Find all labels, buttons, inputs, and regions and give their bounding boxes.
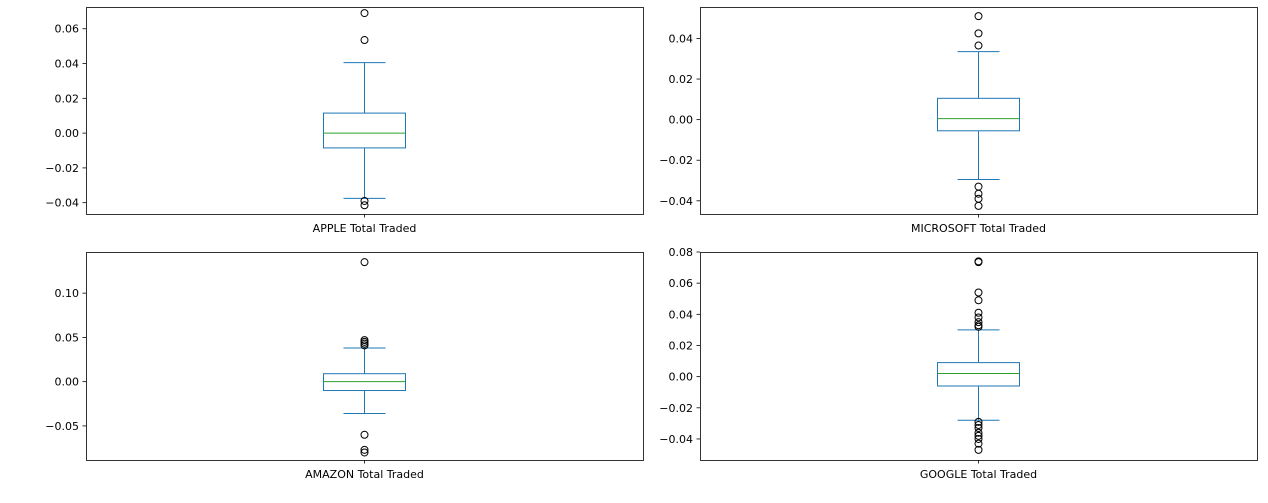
outlier-point	[974, 417, 983, 426]
y-tick-label: 0.04	[55, 58, 80, 71]
iqr-box	[937, 362, 1020, 387]
axes-frame	[700, 7, 1258, 215]
outlier-point	[360, 9, 369, 18]
axes-frame	[86, 252, 644, 461]
y-tick-label: −0.04	[659, 195, 693, 208]
outlier-point	[974, 296, 983, 305]
outlier-point	[974, 189, 983, 198]
y-tick-label: −0.04	[45, 197, 79, 210]
outlier-point	[360, 445, 369, 454]
y-tick-label: −0.02	[659, 154, 693, 167]
axes-frame	[86, 7, 644, 215]
y-tick-label: 0.04	[669, 32, 694, 45]
y-tick-label: 0.06	[669, 277, 694, 290]
outlier-point	[974, 424, 983, 433]
outlier-point	[974, 29, 983, 38]
outlier-point	[974, 313, 983, 322]
y-tick-label: 0.02	[669, 339, 694, 352]
axes-frame	[700, 252, 1258, 461]
outlier-point	[974, 439, 983, 448]
iqr-box	[937, 97, 1020, 132]
outlier-point	[974, 41, 983, 50]
iqr-box	[323, 112, 406, 149]
outlier-point	[974, 434, 983, 443]
outlier-point	[974, 12, 983, 21]
outlier-point	[974, 428, 983, 437]
outlier-point	[974, 258, 983, 267]
outlier-point	[360, 430, 369, 439]
y-tick-label: −0.04	[659, 433, 693, 446]
chart-panel-3: −0.05 0.00 0.05 0.10 AMAZON Total Traded	[45, 252, 644, 481]
y-tick-label: 0.02	[669, 73, 694, 86]
outlier-point	[974, 194, 983, 203]
x-axis-label: APPLE Total Traded	[313, 222, 417, 235]
outlier-point	[974, 308, 983, 317]
outlier-point	[974, 431, 983, 440]
outlier-point	[974, 201, 983, 210]
y-tick-label: 0.08	[669, 246, 694, 259]
y-tick-label: 0.02	[55, 92, 80, 105]
outlier-point	[974, 318, 983, 327]
chart-panel-4: −0.04 −0.02 0.00 0.02 0.04 0.06 0.08 GOOGLE Tot…	[659, 246, 1258, 481]
y-tick-label: 0.06	[55, 23, 80, 36]
y-tick-label: 0.04	[669, 308, 694, 321]
outlier-point	[360, 36, 369, 45]
y-tick-label: 0.00	[55, 127, 80, 140]
x-axis-label: MICROSOFT Total Traded	[911, 222, 1046, 235]
y-tick-label: 0.00	[669, 114, 694, 127]
outlier-point	[974, 182, 983, 191]
y-tick-label: 0.10	[55, 287, 80, 300]
outlier-point	[360, 448, 369, 457]
y-tick-label: −0.05	[45, 420, 79, 433]
outlier-point	[974, 420, 983, 429]
outlier-point	[360, 258, 369, 267]
x-axis-label: GOOGLE Total Traded	[920, 468, 1037, 481]
outlier-point	[360, 201, 369, 210]
outlier-point	[974, 322, 983, 331]
chart-panel-1: −0.04 −0.02 0.00 0.02 0.04 0.06 APPLE Total Tr…	[45, 7, 644, 235]
chart-panel-2: −0.04 −0.02 0.00 0.02 0.04 MICROSOFT Total Tr…	[659, 7, 1258, 235]
x-axis-label: AMAZON Total Traded	[305, 468, 424, 481]
outlier-point	[360, 341, 369, 350]
outlier-point	[974, 445, 983, 454]
y-tick-label: 0.00	[55, 376, 80, 389]
y-tick-label: −0.02	[45, 162, 79, 175]
y-tick-label: 0.05	[55, 331, 80, 344]
y-tick-label: −0.02	[659, 402, 693, 415]
y-tick-label: 0.00	[669, 371, 694, 384]
outlier-point	[974, 288, 983, 297]
outlier-point	[360, 196, 369, 205]
